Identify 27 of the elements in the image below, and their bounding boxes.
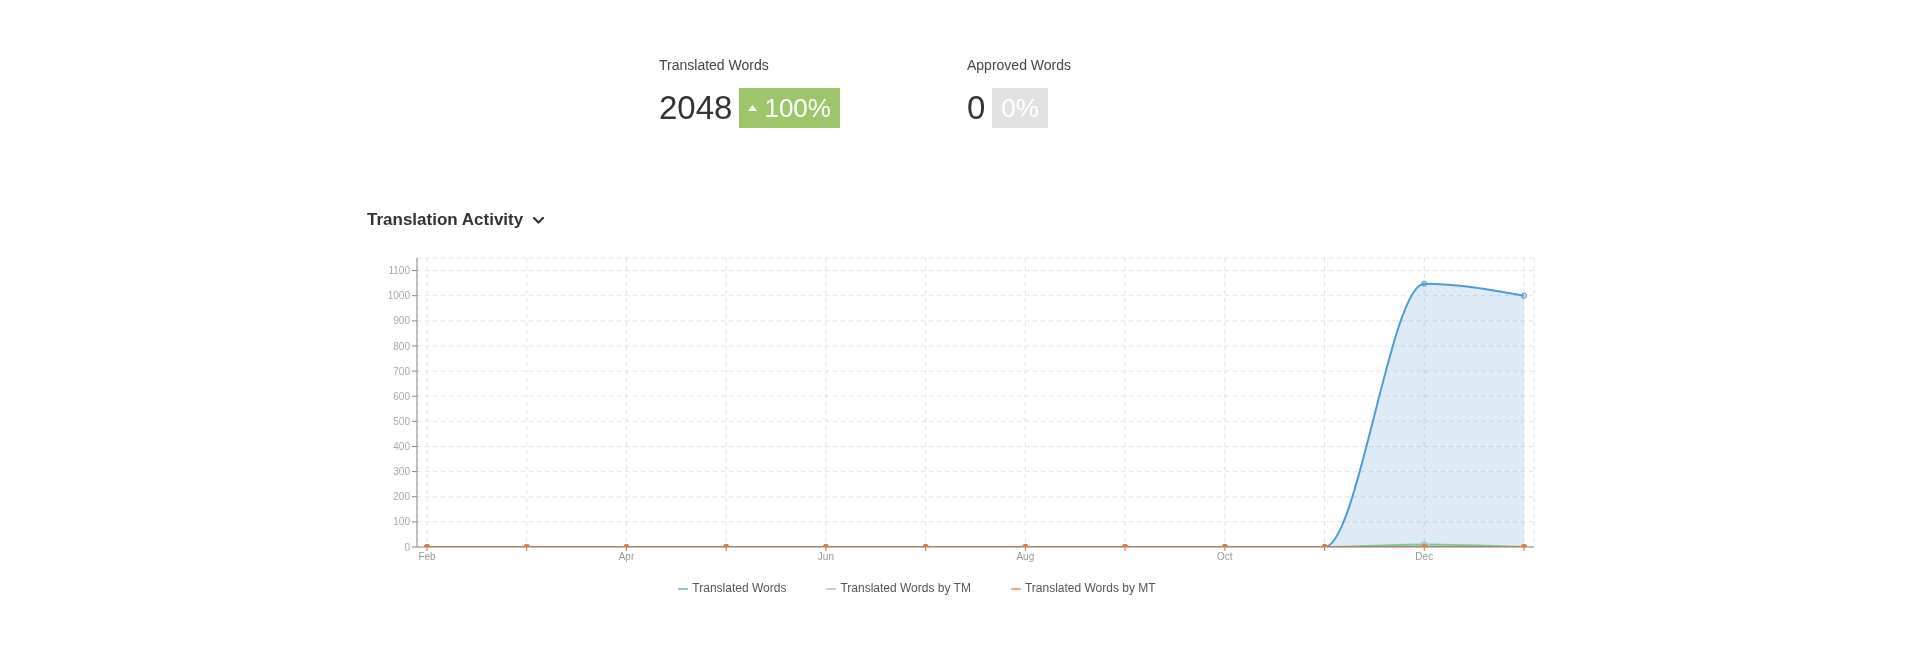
- category-label: Translated Words: [659, 57, 769, 73]
- y-tick-label: 300: [393, 466, 411, 478]
- y-tick-label: 0: [404, 541, 411, 553]
- data-label: 0: [967, 88, 986, 128]
- x-tick-label: Dec: [1415, 551, 1434, 563]
- x-tick-label: Oct: [1217, 551, 1233, 563]
- y-tick-label: 500: [393, 415, 411, 427]
- x-tick-label: Feb: [418, 551, 437, 563]
- x-tick-label: Jun: [817, 551, 834, 563]
- category-label: Approved Words: [967, 57, 1072, 73]
- y-tick-label: 900: [393, 315, 411, 327]
- y-tick-label: 400: [393, 441, 411, 453]
- y-tick-label: 800: [393, 340, 411, 352]
- data-label: 2048: [659, 88, 733, 128]
- y-tick-label: 100: [393, 516, 411, 528]
- y-tick-label: 600: [393, 390, 411, 402]
- text: 100%: [764, 93, 831, 123]
- legend-label: Translated Words: [692, 581, 787, 595]
- chart-title: Translation Activity: [367, 210, 524, 230]
- x-tick-label: Apr: [618, 551, 635, 563]
- y-tick-label: 700: [393, 365, 411, 377]
- y-tick-label: 1000: [387, 290, 411, 302]
- legend-label: Translated Words by MT: [1024, 581, 1156, 595]
- legend-label: Translated Words by TM: [840, 581, 971, 595]
- x-tick-label: Aug: [1016, 551, 1035, 563]
- y-tick-label: 200: [393, 491, 411, 503]
- y-tick-label: 1100: [388, 265, 411, 277]
